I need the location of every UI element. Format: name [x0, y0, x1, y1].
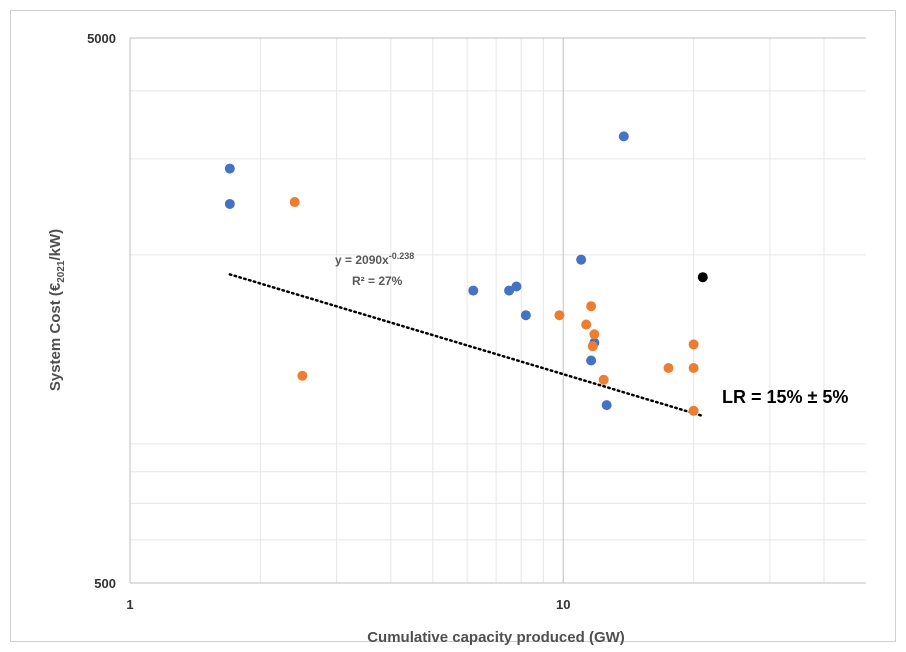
grid-major: [129, 37, 866, 584]
data-point: [697, 272, 708, 283]
x-tick-label: 1: [126, 597, 133, 612]
data-point: [586, 301, 597, 312]
data-point: [688, 405, 699, 416]
data-point: [688, 339, 699, 350]
data-point: [598, 374, 609, 385]
data-point: [224, 198, 235, 209]
data-point: [688, 363, 699, 374]
y-tick-label: 500: [94, 576, 116, 591]
grid-minor: [130, 38, 866, 583]
x-axis-title: Cumulative capacity produced (GW): [367, 629, 625, 646]
trendline-equation: y = 2090x-0.238: [335, 251, 414, 267]
learning-rate-annotation: LR = 15% ± 5%: [722, 387, 848, 407]
x-tick-label: 10: [556, 597, 570, 612]
chart-frame: [10, 10, 896, 642]
data-point: [581, 319, 592, 330]
tick-labels: 1 10 500 5000: [87, 31, 570, 612]
data-point: [468, 285, 479, 296]
data-point: [618, 131, 629, 142]
trendline: [228, 273, 705, 418]
data-point: [587, 341, 598, 352]
data-point: [297, 370, 308, 381]
y-tick-label: 5000: [87, 31, 116, 46]
data-point: [663, 363, 674, 374]
data-point: [511, 281, 522, 292]
data-point: [520, 310, 531, 321]
data-point: [504, 285, 515, 296]
data-points: [224, 131, 708, 416]
data-point: [589, 329, 600, 340]
data-point: [586, 355, 597, 366]
data-point: [554, 310, 565, 321]
y-axis-title: System Cost (€2021/kW): [47, 229, 67, 391]
data-point: [289, 197, 300, 208]
data-point: [224, 163, 235, 174]
data-point: [601, 400, 612, 411]
trendline-r-squared: R² = 27%: [352, 274, 403, 288]
data-point: [576, 254, 587, 265]
